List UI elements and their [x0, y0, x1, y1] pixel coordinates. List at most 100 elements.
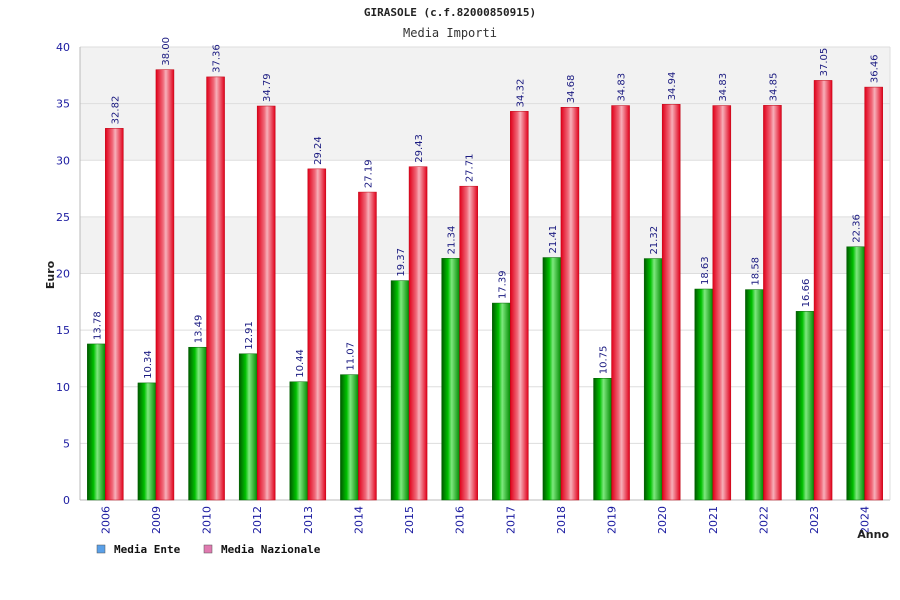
bar-media-ente-2010: [188, 346, 207, 501]
data-label: 10.44: [295, 349, 306, 378]
x-tick-label: 2022: [757, 506, 770, 534]
data-label: 34.68: [566, 75, 577, 104]
data-label: 27.71: [465, 154, 476, 183]
data-label: 10.34: [143, 350, 154, 379]
data-label: 19.37: [396, 248, 407, 277]
bar-media-ente-2019: [593, 378, 612, 501]
bar-media-ente-2018: [542, 257, 562, 501]
data-label: 37.05: [819, 48, 830, 77]
y-axis-ticks: 0 5 10 15 20 25 30 35 40: [56, 41, 70, 507]
data-label: 29.24: [313, 136, 324, 165]
data-label: 13.49: [194, 315, 205, 344]
data-label: 21.34: [447, 226, 458, 255]
data-label: 22.36: [852, 214, 863, 243]
x-tick-label: 2006: [99, 506, 112, 534]
bar-media-ente-2014: [340, 374, 359, 501]
bar-media-nazionale-2024: [864, 86, 883, 501]
bar-media-ente-2017: [492, 302, 511, 501]
bar-media-ente-2013: [289, 381, 309, 501]
bar-media-nazionale-2023: [813, 80, 833, 501]
data-label: 36.46: [870, 54, 881, 83]
data-label: 18.63: [700, 256, 711, 285]
bar-data-labels: 13.78 32.82 10.34 38.00 13.49 37.36 12.91 34.79…: [92, 37, 880, 379]
bar-media-nazionale-2015: [408, 166, 428, 501]
x-axis-ticks: 2006 2009 2010 2012 2013 2014 2015 2016 2017 2018…: [99, 506, 871, 534]
bar-media-ente-2024: [846, 246, 865, 501]
x-tick-label: 2015: [403, 506, 416, 534]
chart-subtitle: Media Importi: [403, 26, 497, 40]
x-tick-label: 2016: [454, 506, 467, 534]
data-label: 34.83: [718, 73, 729, 102]
x-tick-label: 2020: [656, 506, 669, 534]
data-label: 34.79: [262, 73, 273, 102]
bar-media-nazionale-2012: [256, 105, 276, 501]
x-tick-label: 2014: [352, 506, 365, 534]
y-tick-label: 15: [56, 324, 70, 337]
data-label: 17.39: [497, 270, 508, 299]
bar-media-nazionale-2016: [459, 185, 478, 501]
bar-media-nazionale-2022: [763, 105, 782, 501]
data-label: 38.00: [161, 37, 172, 66]
x-tick-label: 2023: [808, 506, 821, 534]
data-label: 10.75: [599, 346, 610, 375]
bar-media-nazionale-2006: [105, 128, 124, 501]
x-tick-label: 2019: [606, 506, 619, 534]
x-tick-label: 2024: [859, 506, 872, 534]
x-axis-label: Anno: [857, 528, 889, 541]
legend-swatch: [96, 544, 106, 554]
data-label: 13.78: [92, 311, 103, 340]
data-label: 37.36: [212, 44, 223, 73]
x-tick-label: 2018: [555, 506, 568, 534]
bar-media-nazionale-2009: [155, 69, 175, 501]
y-tick-label: 40: [56, 41, 70, 54]
data-label: 11.07: [345, 342, 356, 371]
bar-media-nazionale-2020: [661, 104, 681, 501]
y-tick-label: 10: [56, 381, 70, 394]
x-tick-label: 2010: [201, 506, 214, 534]
data-label: 32.82: [110, 96, 121, 125]
bar-media-nazionale-2021: [712, 105, 732, 501]
legend-swatch: [203, 544, 213, 554]
bar-media-ente-2012: [238, 353, 258, 501]
x-tick-label: 2017: [504, 506, 517, 534]
bar-media-ente-2020: [643, 258, 663, 501]
data-label: 27.19: [363, 159, 374, 188]
bar-media-nazionale-2018: [560, 106, 580, 501]
bar-media-ente-2009: [137, 382, 157, 501]
data-label: 34.85: [768, 73, 779, 102]
y-tick-label: 0: [63, 494, 70, 507]
data-label: 29.43: [414, 134, 425, 163]
chart-title: GIRASOLE (c.f.82000850915): [364, 6, 536, 19]
bar-media-nazionale-2014: [358, 191, 377, 501]
bar-media-ente-2016: [441, 258, 460, 501]
data-label: 34.32: [515, 79, 526, 108]
x-tick-label: 2012: [251, 506, 264, 534]
bar-media-ente-2022: [745, 289, 764, 501]
y-axis-label: Euro: [44, 260, 57, 289]
data-label: 18.58: [750, 257, 761, 286]
bar-media-ente-2021: [694, 288, 714, 501]
data-label: 21.41: [548, 225, 559, 254]
y-tick-label: 25: [56, 211, 70, 224]
y-tick-label: 5: [63, 437, 70, 450]
bar-media-ente-2023: [795, 311, 815, 501]
legend-entry: Media Ente: [114, 543, 181, 556]
data-label: 16.66: [801, 279, 812, 308]
y-tick-label: 35: [56, 98, 70, 111]
bars: [87, 69, 883, 501]
bar-media-ente-2015: [390, 280, 410, 501]
bar-media-nazionale-2010: [206, 76, 225, 501]
bar-media-nazionale-2019: [611, 105, 630, 501]
data-label: 34.83: [617, 73, 628, 102]
data-label: 12.91: [244, 321, 255, 350]
x-tick-label: 2009: [150, 506, 163, 534]
legend-entry: Media Nazionale: [221, 543, 321, 556]
data-label: 21.32: [649, 226, 660, 255]
y-tick-label: 30: [56, 154, 70, 167]
x-tick-label: 2013: [302, 506, 315, 534]
bar-media-ente-2006: [87, 343, 106, 501]
x-tick-label: 2021: [707, 506, 720, 534]
bar-media-nazionale-2017: [510, 111, 529, 501]
y-tick-label: 20: [56, 268, 70, 281]
